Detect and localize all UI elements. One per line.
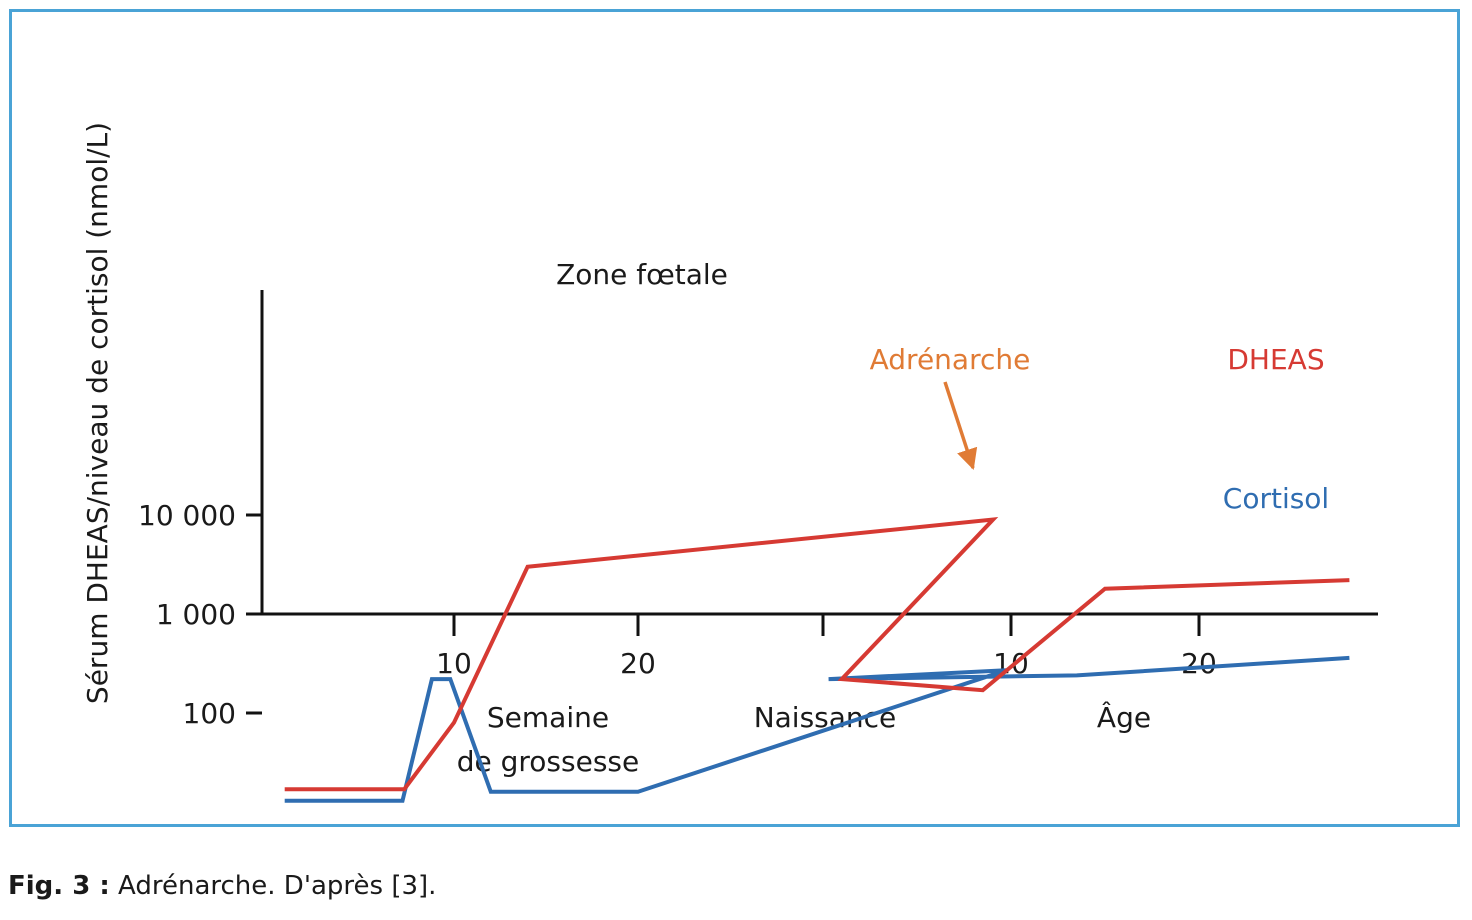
region-label: Zone fœtale — [556, 258, 728, 291]
caption-text: Adrénarche. D'après [3]. — [118, 871, 437, 901]
x-segment-label-age: Âge — [1097, 700, 1151, 734]
y-tick-label: 10 000 — [138, 499, 236, 532]
x-tick-label: 10 — [436, 647, 472, 680]
series-line-dheas — [284, 516, 1350, 792]
x-tick-label: 20 — [1181, 647, 1217, 680]
figure-caption: Fig. 3 : Adrénarche. D'après [3]. — [8, 871, 436, 901]
annotation-arrow — [943, 381, 978, 470]
caption-label: Fig. 3 : — [8, 871, 110, 901]
x-segment-label-gestation: de grossesse — [457, 745, 640, 778]
x-segment-label-gestation: Semaine — [487, 701, 609, 734]
chart: 100 1 000 10 000 Sérum DHEAS/niveau de cort… — [81, 122, 1378, 803]
series-line-cortisol — [284, 655, 1350, 803]
annotation-label: Adrénarche — [870, 343, 1031, 376]
y-tick-label: 100 — [183, 697, 236, 730]
x-tick-label: 20 — [620, 647, 656, 680]
series-label-dheas: DHEAS — [1227, 343, 1324, 376]
figure-frame — [9, 9, 1460, 827]
y-tick-label: 1 000 — [156, 598, 236, 631]
y-axis-title: Sérum DHEAS/niveau de cortisol (nmol/L) — [81, 122, 114, 704]
series-label-cortisol: Cortisol — [1223, 482, 1329, 515]
